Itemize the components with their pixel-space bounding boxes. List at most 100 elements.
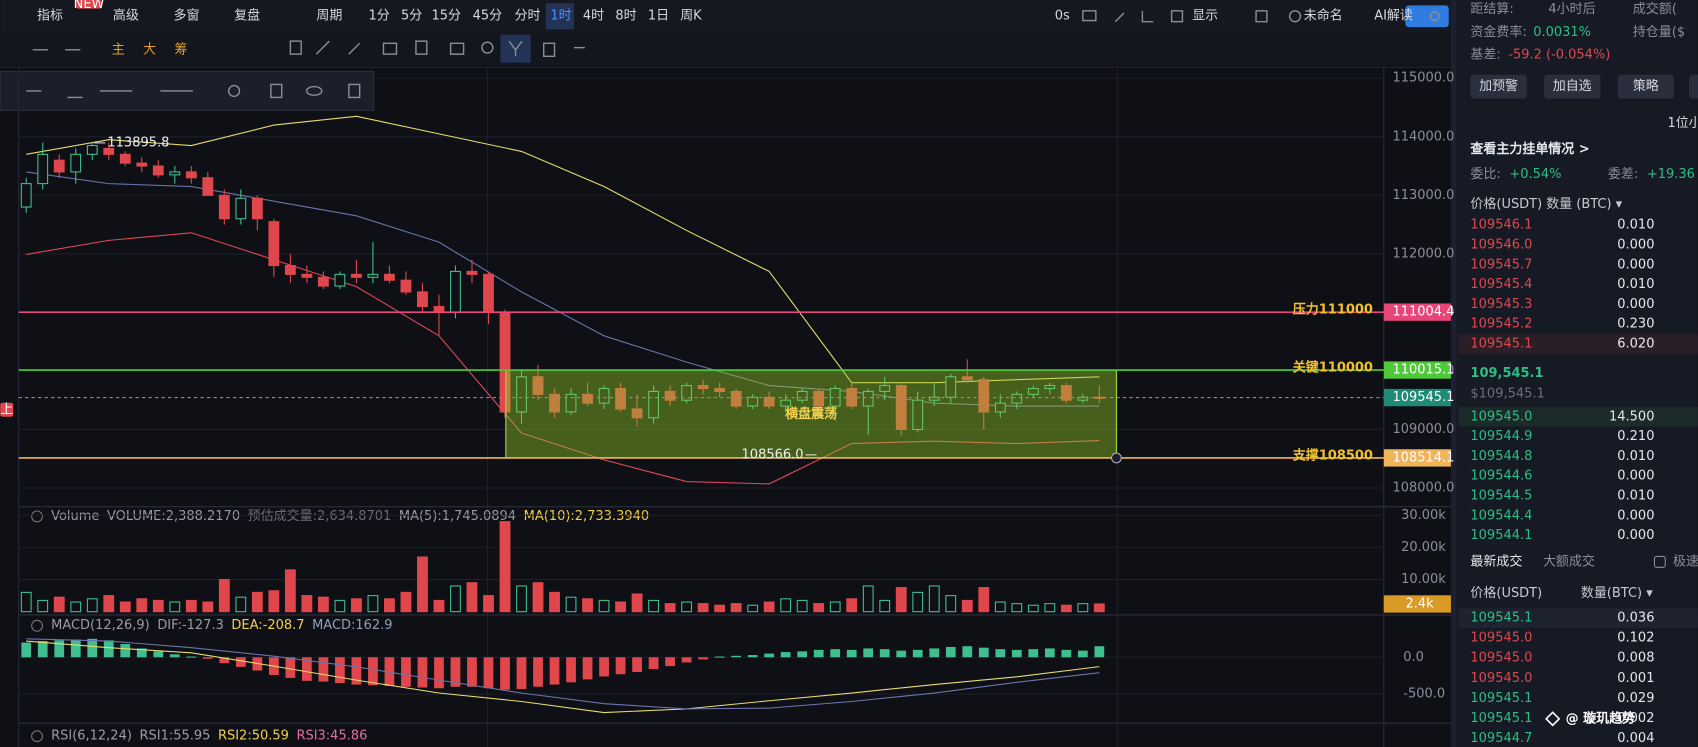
bid-qty: 0.000 bbox=[1617, 528, 1654, 543]
candle-body bbox=[516, 376, 527, 413]
toolbar-item[interactable]: 15分 bbox=[432, 9, 462, 24]
checkbox[interactable] bbox=[1653, 555, 1666, 568]
candle-body bbox=[862, 390, 874, 407]
trade-highlight bbox=[1458, 608, 1698, 628]
candle-body bbox=[417, 291, 428, 308]
toolbar-item[interactable]: 1时 bbox=[550, 9, 571, 24]
trade-qty: 0.029 bbox=[1617, 691, 1654, 706]
pane-toggle[interactable] bbox=[31, 730, 43, 743]
action-button[interactable] bbox=[1544, 74, 1601, 99]
trade-tab[interactable]: 极速 bbox=[1673, 554, 1698, 569]
toolbar-item[interactable]: 主 bbox=[112, 42, 125, 57]
macd-bar bbox=[1061, 649, 1072, 658]
volume-bar bbox=[235, 596, 247, 613]
y-tick-label: -500.0 bbox=[1403, 687, 1445, 702]
y-tick-label: 0.0 bbox=[1403, 650, 1424, 665]
toolbar-item[interactable]: 周K bbox=[680, 9, 702, 24]
indicator-header: RSI(6,12,24) bbox=[51, 729, 132, 744]
draw-toolbar bbox=[0, 32, 1457, 65]
ask-price: 109545.1 bbox=[1470, 337, 1532, 352]
toolbar-item[interactable]: 未命名 bbox=[1304, 8, 1343, 24]
macd-bar bbox=[318, 657, 329, 682]
volume-bar bbox=[317, 596, 329, 613]
ask-price: 109545.4 bbox=[1470, 277, 1532, 292]
y-tick-label: 112000.0 bbox=[1392, 246, 1454, 261]
candle-body bbox=[813, 390, 825, 407]
volume-bar bbox=[565, 596, 577, 613]
y-tick-label: 114000.0 bbox=[1392, 129, 1454, 144]
volume-bar bbox=[978, 587, 990, 613]
toolbar-item[interactable]: 筹 bbox=[175, 41, 188, 57]
action-button[interactable] bbox=[1470, 74, 1527, 99]
macd-bar bbox=[747, 655, 758, 658]
book-price: 109,545.1 bbox=[1470, 366, 1543, 381]
volume-bar bbox=[862, 585, 874, 613]
volume-bar bbox=[268, 590, 280, 613]
trade-tab[interactable]: 最新成交 bbox=[1470, 553, 1522, 569]
macd-bar bbox=[764, 653, 775, 658]
toolbar-item[interactable]: 大 bbox=[143, 42, 156, 57]
book-header: 价格(USDT) bbox=[1470, 196, 1542, 212]
toolbar-item[interactable]: 分时 bbox=[514, 9, 540, 24]
candle-body bbox=[961, 376, 973, 381]
toolbar-item[interactable]: 周期 bbox=[316, 9, 342, 24]
macd-bar bbox=[169, 654, 180, 658]
y-tick-label: 10.00k bbox=[1401, 572, 1446, 587]
book-price-usd: $109,545.1 bbox=[1470, 387, 1544, 402]
volume-bar bbox=[532, 582, 544, 613]
volume-bar bbox=[433, 599, 445, 613]
volume-bar bbox=[367, 595, 379, 613]
volume-bar bbox=[879, 599, 891, 613]
price-badge bbox=[1383, 449, 1451, 467]
candle-body bbox=[53, 159, 65, 173]
volume-bar bbox=[202, 601, 214, 613]
macd-bar bbox=[896, 650, 907, 658]
volume-bar bbox=[152, 599, 164, 613]
macd-bar bbox=[285, 657, 296, 678]
toolbar-item[interactable]: AI解读 bbox=[1374, 9, 1413, 24]
toolbar-item[interactable]: 1日 bbox=[648, 9, 669, 24]
volume-bar bbox=[1060, 604, 1072, 613]
macd-bar bbox=[929, 648, 940, 658]
toolbar-item[interactable]: 0s bbox=[1055, 9, 1070, 24]
toolbar-item[interactable]: 高级 bbox=[113, 8, 139, 24]
volume-bar bbox=[483, 595, 494, 613]
pane-toggle[interactable] bbox=[31, 619, 43, 632]
volume-bar bbox=[994, 601, 1006, 613]
toolbar-item[interactable]: 5分 bbox=[401, 9, 422, 24]
candle-body bbox=[912, 399, 924, 431]
toolbar-item[interactable]: 4时 bbox=[583, 9, 604, 24]
volume-bar bbox=[86, 598, 98, 613]
pane-toggle[interactable] bbox=[31, 510, 43, 523]
volume-bar bbox=[218, 578, 230, 613]
toolbar-item[interactable]: 1分 bbox=[369, 9, 390, 24]
volume-bar bbox=[334, 599, 346, 613]
depth-link[interactable]: 查看主力挂单情况 > bbox=[1469, 141, 1589, 157]
toolbar-item[interactable]: 45分 bbox=[473, 9, 503, 24]
toolbar-item[interactable]: 8时 bbox=[615, 9, 636, 24]
macd-bar bbox=[615, 657, 626, 675]
trade-price: 109545.0 bbox=[1470, 651, 1532, 666]
indicator-header: Volume bbox=[51, 509, 99, 524]
level-label: 关键110000 bbox=[1293, 359, 1373, 375]
macd-bar bbox=[87, 638, 98, 658]
action-button[interactable] bbox=[1689, 74, 1698, 99]
action-button[interactable] bbox=[1617, 74, 1674, 99]
volume-bar bbox=[516, 585, 527, 613]
ask-qty: 6.020 bbox=[1617, 337, 1654, 352]
ai-button-bg[interactable] bbox=[1405, 5, 1449, 28]
trade-tab[interactable]: 大额成交 bbox=[1543, 553, 1595, 569]
toolbar-item[interactable]: 多窗 bbox=[173, 8, 199, 24]
volume-bar bbox=[103, 595, 115, 613]
info-value: 4小时后 bbox=[1548, 2, 1595, 17]
action-button-text: 策略 bbox=[1633, 78, 1659, 94]
macd-bar bbox=[962, 646, 973, 658]
toolbar-item[interactable]: 复盘 bbox=[234, 8, 260, 24]
toolbar-item[interactable]: 指标 bbox=[37, 9, 63, 24]
macd-bar bbox=[1011, 649, 1022, 658]
macd-line bbox=[26, 638, 1100, 710]
volume-bar bbox=[136, 598, 148, 613]
y-tick-label: 115000.0 bbox=[1392, 71, 1454, 86]
toolbar-item[interactable]: 显示 bbox=[1192, 9, 1218, 24]
macd-bar bbox=[1044, 648, 1055, 658]
